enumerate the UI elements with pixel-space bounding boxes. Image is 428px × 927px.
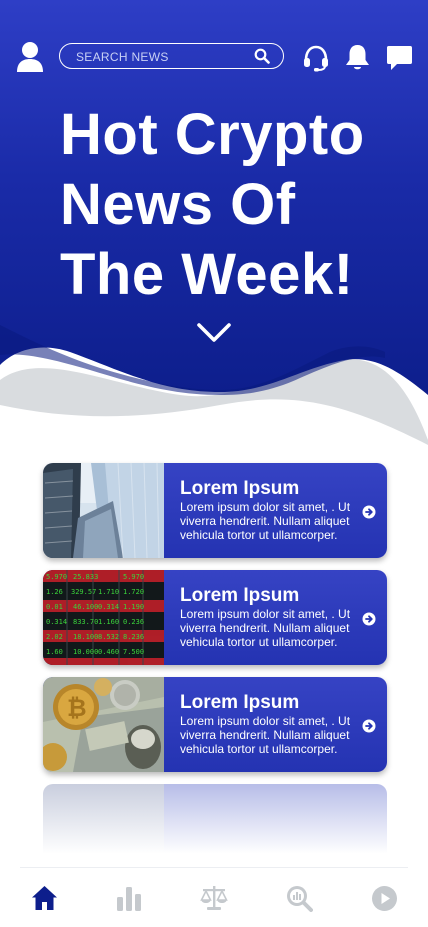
news-card-text: Lorem ipsum dolor sit amet, . Ut viverra… — [180, 607, 351, 649]
news-card-title: Lorem Ipsum — [180, 478, 300, 499]
chevron-down-icon[interactable] — [196, 322, 232, 344]
search-analytics-icon[interactable] — [286, 885, 313, 912]
svg-text:833.70: 833.70 — [73, 618, 98, 626]
news-card-title: Lorem Ipsum — [180, 585, 300, 606]
arrow-right-circle-icon[interactable] — [362, 505, 376, 519]
home-icon[interactable] — [31, 885, 58, 911]
hero-banner: Hot Crypto News Of The Week! — [0, 0, 428, 450]
svg-text:8.532: 8.532 — [98, 633, 119, 641]
svg-text:46.100: 46.100 — [73, 603, 98, 611]
bar-chart-icon[interactable] — [116, 885, 142, 911]
bitcoin-dollars-image: ₿ — [43, 677, 164, 772]
news-card-3[interactable]: ₿ Lorem Ipsum Lorem ipsum dolor sit amet… — [43, 677, 387, 772]
svg-text:10.000: 10.000 — [73, 648, 98, 656]
top-bar — [0, 40, 428, 76]
skyscraper-image — [43, 463, 164, 558]
play-circle-icon[interactable] — [371, 885, 398, 912]
fade-thumb — [43, 784, 164, 854]
svg-text:1.26: 1.26 — [46, 588, 63, 596]
news-card-fade-placeholder — [43, 784, 387, 854]
fade-body — [164, 784, 387, 854]
svg-text:25.833: 25.833 — [73, 573, 98, 581]
hero-title: Hot Crypto News Of The Week! — [60, 102, 365, 307]
chat-icon[interactable] — [386, 44, 413, 72]
hero-background — [0, 0, 428, 450]
svg-text:18.100: 18.100 — [73, 633, 98, 641]
svg-text:₿: ₿ — [67, 694, 87, 722]
search-input[interactable] — [74, 47, 253, 67]
headset-icon[interactable] — [302, 44, 330, 72]
bell-icon[interactable] — [344, 43, 371, 72]
user-icon[interactable] — [16, 41, 44, 73]
svg-text:0.314: 0.314 — [46, 618, 67, 626]
svg-text:1.720: 1.720 — [123, 588, 144, 596]
balance-scale-icon[interactable] — [200, 885, 228, 911]
svg-text:0.01: 0.01 — [46, 603, 63, 611]
news-card-text: Lorem ipsum dolor sit amet, . Ut viverra… — [180, 714, 351, 756]
svg-text:2.02: 2.02 — [46, 633, 63, 641]
svg-text:329.57: 329.57 — [71, 588, 96, 596]
svg-text:7.500: 7.500 — [123, 648, 144, 656]
stock-ticker-image: 5.970 25.833 5.970 1.26 329.57 1.710 1.720 0.… — [43, 570, 164, 665]
svg-text:8.236: 8.236 — [123, 633, 144, 641]
svg-text:1.160: 1.160 — [98, 618, 119, 626]
arrow-right-circle-icon[interactable] — [362, 719, 376, 733]
search-icon[interactable] — [254, 48, 270, 64]
svg-text:5.970: 5.970 — [123, 573, 144, 581]
news-card-title: Lorem Ipsum — [180, 692, 300, 713]
svg-text:1.190: 1.190 — [123, 603, 144, 611]
search-bar[interactable] — [59, 43, 284, 69]
news-card-2[interactable]: 5.970 25.833 5.970 1.26 329.57 1.710 1.720 0.… — [43, 570, 387, 665]
svg-text:0.460: 0.460 — [98, 648, 119, 656]
arrow-right-circle-icon[interactable] — [362, 612, 376, 626]
svg-text:1.710: 1.710 — [98, 588, 119, 596]
svg-text:5.970: 5.970 — [46, 573, 67, 581]
svg-text:0.236: 0.236 — [123, 618, 144, 626]
news-card-1[interactable]: Lorem Ipsum Lorem ipsum dolor sit amet, … — [43, 463, 387, 558]
svg-text:0.314: 0.314 — [98, 603, 119, 611]
svg-text:1.60: 1.60 — [46, 648, 63, 656]
bottom-nav — [20, 867, 408, 927]
news-card-text: Lorem ipsum dolor sit amet, . Ut viverra… — [180, 500, 351, 542]
